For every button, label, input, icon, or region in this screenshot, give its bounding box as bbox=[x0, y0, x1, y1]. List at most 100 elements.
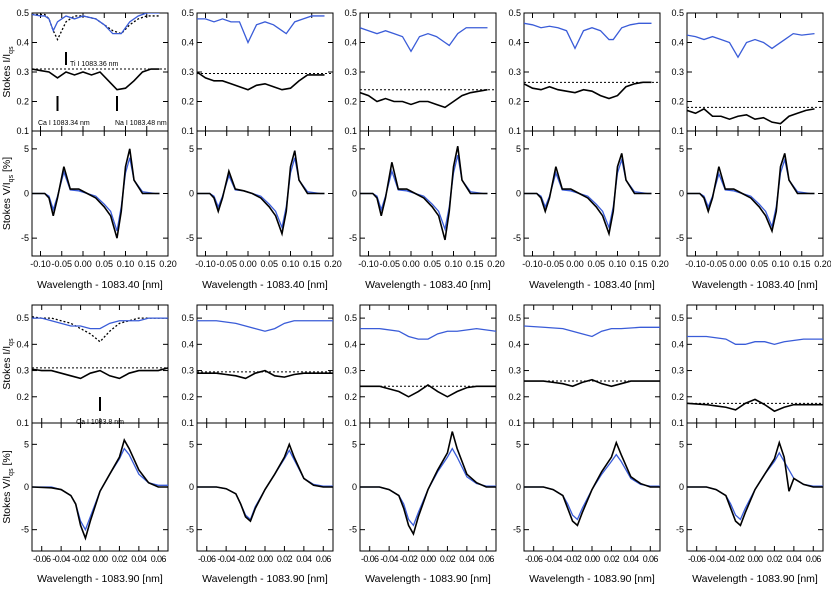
intensity-ytick-label: 0.3 bbox=[671, 67, 684, 77]
xtick-label: -0.04 bbox=[380, 554, 398, 564]
stokes-v-ytick-label: 5 bbox=[679, 439, 684, 449]
xtick-label: -0.10 bbox=[30, 259, 51, 269]
intensity-ytick-label: 0.3 bbox=[671, 366, 684, 376]
intensity-frame bbox=[359, 12, 497, 132]
stokes-v-plot-area bbox=[197, 150, 325, 237]
xtick-label: 0.10 bbox=[117, 259, 135, 269]
xtick-label: -0.06 bbox=[688, 554, 706, 564]
xtick-label: -0.05 bbox=[216, 259, 237, 269]
observed-intensity-line bbox=[32, 68, 160, 91]
observed-stokes-v-line bbox=[687, 439, 823, 527]
synthetic-intensity-line bbox=[524, 22, 652, 50]
stokes-v-ytick-label: 0 bbox=[24, 482, 29, 492]
intensity-ytick-label: 0.4 bbox=[508, 339, 521, 349]
stokes-v-y-axis-label-subscript: qs bbox=[8, 174, 15, 182]
xtick-label: 0.10 bbox=[609, 259, 627, 269]
stokes-v-ytick-label: 5 bbox=[189, 144, 194, 154]
stokes-v-ytick-label: -5 bbox=[186, 525, 194, 535]
intensity-ytick-label: 0.2 bbox=[671, 97, 684, 107]
x-axis-label: Wavelength - 1083.90 [nm] bbox=[692, 573, 818, 585]
xtick-label: 0.00 bbox=[729, 259, 747, 269]
xtick-label: 0.00 bbox=[257, 554, 273, 564]
intensity-ytick-label: 0.3 bbox=[344, 67, 357, 77]
synthetic-intensity-line bbox=[32, 317, 168, 330]
observed-stokes-v-line bbox=[687, 153, 815, 234]
intensity-ytick-label: 0.1 bbox=[508, 418, 521, 428]
synthetic-stokes-v-line bbox=[32, 157, 160, 232]
synthetic-stokes-v-line bbox=[32, 447, 168, 532]
xtick-label: 0.15 bbox=[793, 259, 811, 269]
intensity-ytick-label: 0.4 bbox=[344, 38, 357, 48]
intensity-plot-area bbox=[687, 335, 823, 413]
x-axis-label: Wavelength - 1083.90 [nm] bbox=[202, 573, 328, 585]
stokes-v-ytick-label: -5 bbox=[21, 525, 29, 535]
xtick-label: 0.10 bbox=[282, 259, 300, 269]
xtick-label: 0.06 bbox=[316, 554, 332, 564]
synthetic-intensity-line bbox=[524, 325, 660, 338]
stokes-v-ytick-label: 0 bbox=[352, 189, 357, 199]
intensity-frame bbox=[523, 12, 661, 132]
observed-intensity-line bbox=[524, 81, 652, 100]
intensity-frame bbox=[359, 304, 497, 424]
synthetic-intensity-line bbox=[32, 13, 160, 35]
xtick-label: -0.02 bbox=[237, 554, 255, 564]
intensity-ytick-label: 0.5 bbox=[671, 313, 684, 323]
stokes-v-ytick-label: -5 bbox=[513, 233, 521, 243]
intensity-plot-area bbox=[360, 27, 496, 109]
synthetic-intensity-line bbox=[360, 327, 496, 340]
ti-line-label: Ti I 1083.36 nm bbox=[70, 61, 119, 68]
intensity-ytick-label: 0.2 bbox=[16, 392, 29, 402]
ca-line-label: Ca I 1083.8 nm bbox=[76, 419, 124, 426]
xtick-label: 0.00 bbox=[747, 554, 763, 564]
intensity-ytick-label: 0.5 bbox=[16, 313, 29, 323]
synthetic-stokes-v-line bbox=[687, 157, 815, 229]
intensity-frame bbox=[523, 304, 661, 424]
stokes-v-ytick-label: 5 bbox=[679, 144, 684, 154]
intensity-ytick-label: 0.5 bbox=[508, 8, 521, 18]
stokes-v-plot-area bbox=[524, 153, 652, 237]
xtick-label: -0.04 bbox=[217, 554, 235, 564]
xtick-label: 0.02 bbox=[112, 554, 128, 564]
xtick-label: 0.20 bbox=[159, 259, 177, 269]
xtick-label: 0.00 bbox=[584, 554, 600, 564]
xtick-label: 0.10 bbox=[445, 259, 463, 269]
figure-row-top: 0.10.20.30.40.5-505-0.10 -0.05 0.00 0.05 0.1… bbox=[1, 8, 831, 291]
xtick-label: 0.04 bbox=[131, 554, 147, 564]
panel-bottom-4: 0.1 0.2 0.3 0.4 0.5 -5 0 5 -0.06 -0.04 -0.02 0.00 0.… bbox=[508, 304, 661, 585]
intensity-plot-area bbox=[524, 22, 660, 100]
intensity-ytick-label: 0.4 bbox=[671, 38, 684, 48]
xtick-label: 0.15 bbox=[630, 259, 648, 269]
stokes-v-ytick-label: 0 bbox=[679, 482, 684, 492]
xtick-label: -0.06 bbox=[198, 554, 216, 564]
xtick-label: 0.06 bbox=[151, 554, 167, 564]
intensity-ytick-label: 0.3 bbox=[344, 366, 357, 376]
xtick-label: 0.04 bbox=[459, 554, 475, 564]
intensity-ytick-label: 0.3 bbox=[508, 366, 521, 376]
stokes-v-plot-area bbox=[32, 438, 168, 541]
stokes-v-ytick-label: 0 bbox=[679, 189, 684, 199]
stokes-v-ytick-label: -5 bbox=[21, 233, 29, 243]
intensity-plot-area bbox=[32, 316, 168, 380]
xtick-label: -0.06 bbox=[361, 554, 379, 564]
xtick-label: -0.10 bbox=[358, 259, 379, 269]
observed-stokes-v-line bbox=[360, 431, 496, 536]
observed-intensity-line bbox=[197, 71, 325, 91]
xtick-label: 0.05 bbox=[587, 259, 605, 269]
stokes-v-y-axis-label-main: Stokes V/I bbox=[1, 182, 13, 230]
xtick-label: 0.15 bbox=[303, 259, 321, 269]
ti-line-marker bbox=[65, 52, 67, 65]
xtick-label: -0.04 bbox=[544, 554, 562, 564]
stokes-v-y-axis-label-subscript: qs bbox=[8, 468, 15, 476]
intensity-ytick-label: 0.3 bbox=[181, 366, 194, 376]
xtick-label: 0.04 bbox=[786, 554, 802, 564]
stokes-v-plot-area bbox=[197, 442, 333, 523]
intensity-y-axis-label-main: Stokes I/I bbox=[1, 54, 13, 98]
xtick-label: 0.06 bbox=[479, 554, 495, 564]
intensity-y-axis-label-subscript: qs bbox=[8, 338, 15, 346]
synthetic-intensity-line bbox=[687, 335, 823, 346]
panel-top-1: 0.1 0.2 0.3 0.4 0.5 -5 0 5 -0.10 -0.05 0.00 0.05 0.1… bbox=[16, 8, 176, 291]
x-axis-label: Wavelength - 1083.90 [nm] bbox=[529, 573, 655, 585]
xtick-label: -0.05 bbox=[543, 259, 564, 269]
xtick-label: -0.06 bbox=[33, 554, 51, 564]
intensity-ytick-label: 0.2 bbox=[181, 97, 194, 107]
